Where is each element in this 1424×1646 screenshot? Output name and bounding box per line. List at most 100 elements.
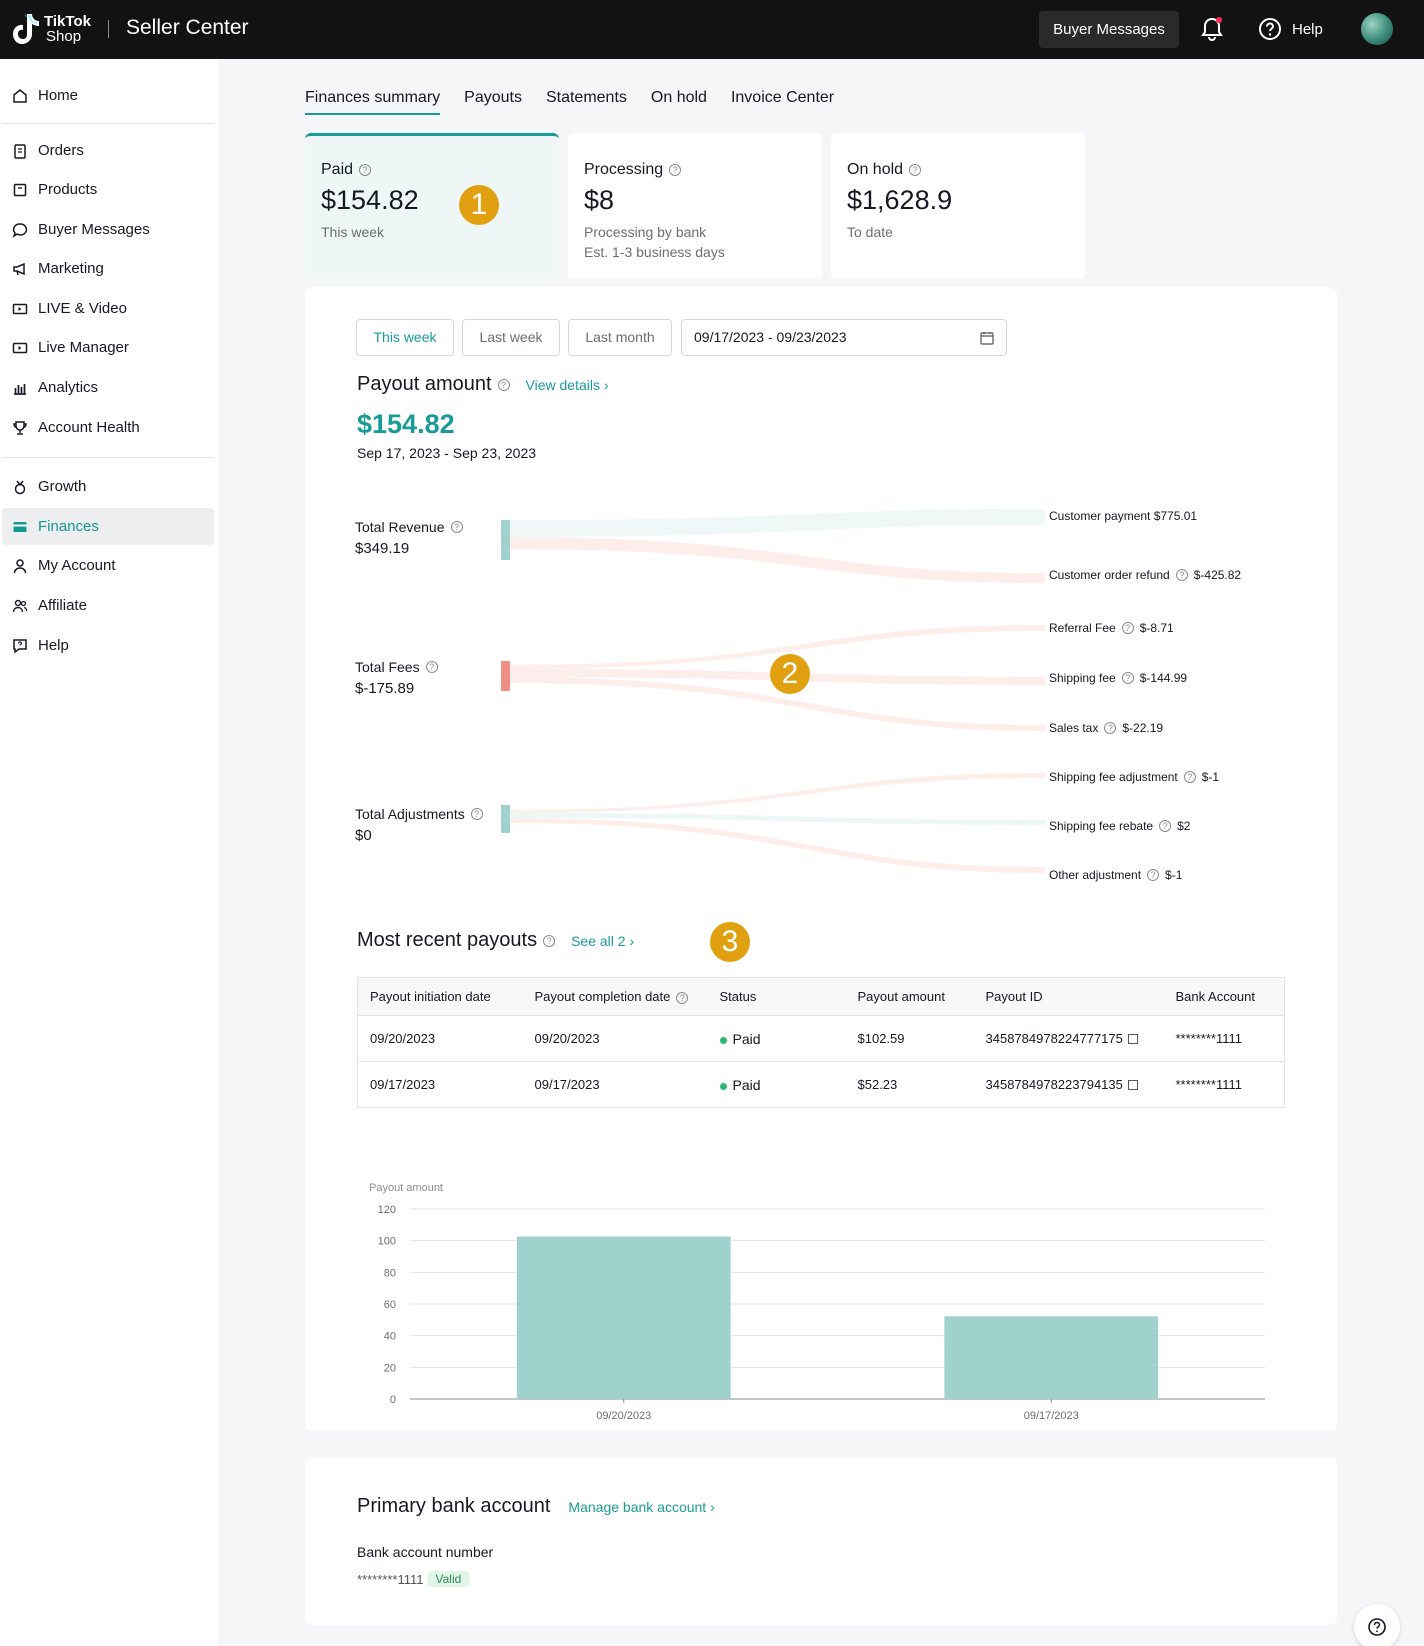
on-hold-card[interactable]: On hold? $1,628.9 To date	[831, 133, 1085, 279]
sidebar-item-marketing[interactable]: Marketing	[2, 250, 214, 287]
box-icon	[13, 183, 27, 196]
info-icon[interactable]: ?	[1104, 722, 1117, 734]
flow-item-referral-fee: Referral Fee? $-8.71	[1049, 621, 1174, 635]
question-circle-icon	[1259, 18, 1281, 40]
sidebar-item-live-manager[interactable]: Live Manager	[2, 329, 214, 366]
tab-statements[interactable]: Statements	[545, 89, 627, 106]
flow-item-other-adjustment: Other adjustment? $-1	[1049, 868, 1182, 882]
bank-title: Primary bank account	[357, 1495, 551, 1517]
on-hold-label: On hold	[847, 161, 904, 178]
payout-amount-value: $154.82	[357, 409, 455, 439]
sidebar-item-orders[interactable]: Orders	[2, 132, 214, 169]
processing-label: Processing	[584, 161, 664, 178]
flow-item-label: Shipping fee rebate	[1049, 819, 1154, 833]
copy-icon[interactable]	[1127, 1034, 1138, 1044]
tab-finances-summary[interactable]: Finances summary	[305, 89, 441, 115]
info-icon[interactable]: ?	[470, 808, 483, 820]
tab-on-hold[interactable]: On hold	[650, 89, 707, 106]
adjustments-node	[501, 805, 510, 833]
processing-amount: $8	[584, 185, 615, 215]
sidebar-item-account-health[interactable]: Account Health	[2, 409, 214, 446]
sidebar-item-label: Buyer Messages	[38, 221, 150, 238]
status-dot	[719, 1082, 727, 1090]
info-icon[interactable]: ?	[1175, 569, 1188, 581]
sidebar-item-affiliate[interactable]: Affiliate	[2, 587, 214, 624]
info-icon[interactable]: ?	[909, 164, 922, 176]
info-icon[interactable]: ?	[450, 521, 463, 533]
sidebar-item-analytics[interactable]: Analytics	[2, 369, 214, 406]
sidebar-item-products[interactable]: Products	[2, 171, 214, 208]
last-month-button[interactable]: Last month	[568, 319, 672, 356]
table-row: 09/17/2023 09/17/2023 Paid $52.23 345878…	[357, 1061, 1285, 1108]
last-week-button[interactable]: Last week	[462, 319, 560, 356]
floating-help-button[interactable]	[1354, 1604, 1400, 1646]
sidebar-item-finances[interactable]: Finances	[2, 508, 214, 545]
help-menu[interactable]: Help	[1258, 17, 1323, 41]
sidebar-item-label: Marketing	[38, 260, 104, 277]
info-icon[interactable]: ?	[497, 378, 510, 391]
sidebar-item-label: Live Manager	[38, 339, 129, 356]
question-circle-icon	[1368, 1618, 1386, 1636]
annotation-badge-1: 1	[459, 185, 499, 225]
sidebar-item-buyer-messages[interactable]: Buyer Messages	[2, 211, 214, 248]
y-tick-label: 100	[378, 1236, 396, 1248]
copy-icon[interactable]	[1127, 1080, 1138, 1090]
info-icon[interactable]: ?	[1147, 869, 1160, 881]
tab-invoice-center[interactable]: Invoice Center	[730, 89, 835, 106]
payout-flow-diagram	[501, 509, 1045, 873]
tiktok-shop-logo[interactable]: TikTok Shop	[12, 12, 91, 46]
date-range-picker[interactable]: 09/17/2023 - 09/23/2023	[681, 319, 1007, 356]
buyer-messages-button[interactable]: Buyer Messages	[1039, 11, 1179, 48]
processing-card[interactable]: Processing? $8 Processing by bank Est. 1…	[568, 133, 822, 279]
medal-icon	[14, 480, 26, 494]
help-icon	[13, 638, 27, 653]
paid-card[interactable]: Paid? $154.82 This week	[305, 133, 559, 279]
bank-account: ********1111	[1163, 1015, 1285, 1062]
clipboard-icon	[14, 143, 26, 159]
sidebar-item-label: Help	[38, 637, 69, 654]
bell-icon[interactable]	[1200, 16, 1224, 42]
payout-id: 3458784978223794135	[985, 1077, 1123, 1092]
sidebar-item-growth[interactable]: Growth	[2, 468, 214, 505]
flow-item-label: Shipping fee adjustment	[1049, 770, 1178, 784]
flow-item-shipping-fee: Shipping fee? $-144.99	[1049, 671, 1187, 685]
flow-item-sales-tax: Sales tax? $-22.19	[1049, 721, 1163, 735]
sidebar-item-label: Analytics	[38, 379, 99, 396]
help-label: Help	[1292, 20, 1323, 38]
info-icon[interactable]: ?	[543, 934, 556, 947]
manage-bank-link[interactable]: Manage bank account ›	[568, 1498, 715, 1515]
top-bar: TikTok Shop Seller Center Buyer Messages…	[0, 0, 1424, 59]
see-all-link[interactable]: See all 2 ›	[571, 932, 635, 949]
info-icon[interactable]: ?	[1159, 820, 1172, 832]
initiation-date: 09/20/2023	[357, 1015, 523, 1062]
y-tick-label: 80	[384, 1267, 396, 1279]
sidebar-item-live-video[interactable]: LIVE & Video	[2, 290, 214, 327]
sidebar-item-help[interactable]: Help	[2, 627, 214, 664]
avatar[interactable]	[1361, 13, 1393, 45]
revenue-node	[501, 520, 510, 560]
status-badge: Paid	[732, 1076, 761, 1093]
payout-amount-heading: Payout amount ? View details ›	[357, 373, 609, 396]
column-header: Payout ID	[985, 989, 1043, 1004]
x-tick-label: 09/20/2023	[596, 1410, 651, 1422]
sidebar-item-my-account[interactable]: My Account	[2, 547, 214, 584]
view-details-link[interactable]: View details ›	[525, 376, 609, 393]
info-icon[interactable]: ?	[1121, 622, 1134, 634]
y-tick-label: 20	[384, 1362, 396, 1374]
status-dot	[719, 1036, 727, 1044]
y-tick-label: 60	[384, 1299, 396, 1311]
info-icon[interactable]: ?	[1121, 672, 1134, 684]
flow-item-customer-order-refund: Customer order refund? $-425.82	[1049, 568, 1241, 582]
sidebar-item-home[interactable]: Home	[2, 77, 214, 114]
flow-item-label: Shipping fee	[1049, 671, 1116, 685]
sidebar-item-label: Affiliate	[38, 597, 87, 614]
info-icon[interactable]: ?	[676, 992, 689, 1004]
tab-payouts[interactable]: Payouts	[464, 89, 522, 106]
x-tick-label: 09/17/2023	[1024, 1410, 1079, 1422]
info-icon[interactable]: ?	[669, 164, 682, 176]
this-week-button[interactable]: This week	[356, 319, 454, 356]
info-icon[interactable]: ?	[425, 661, 438, 673]
payout-amount: $52.23	[845, 1061, 974, 1108]
info-icon[interactable]: ?	[1183, 771, 1196, 783]
info-icon[interactable]: ?	[359, 164, 372, 176]
